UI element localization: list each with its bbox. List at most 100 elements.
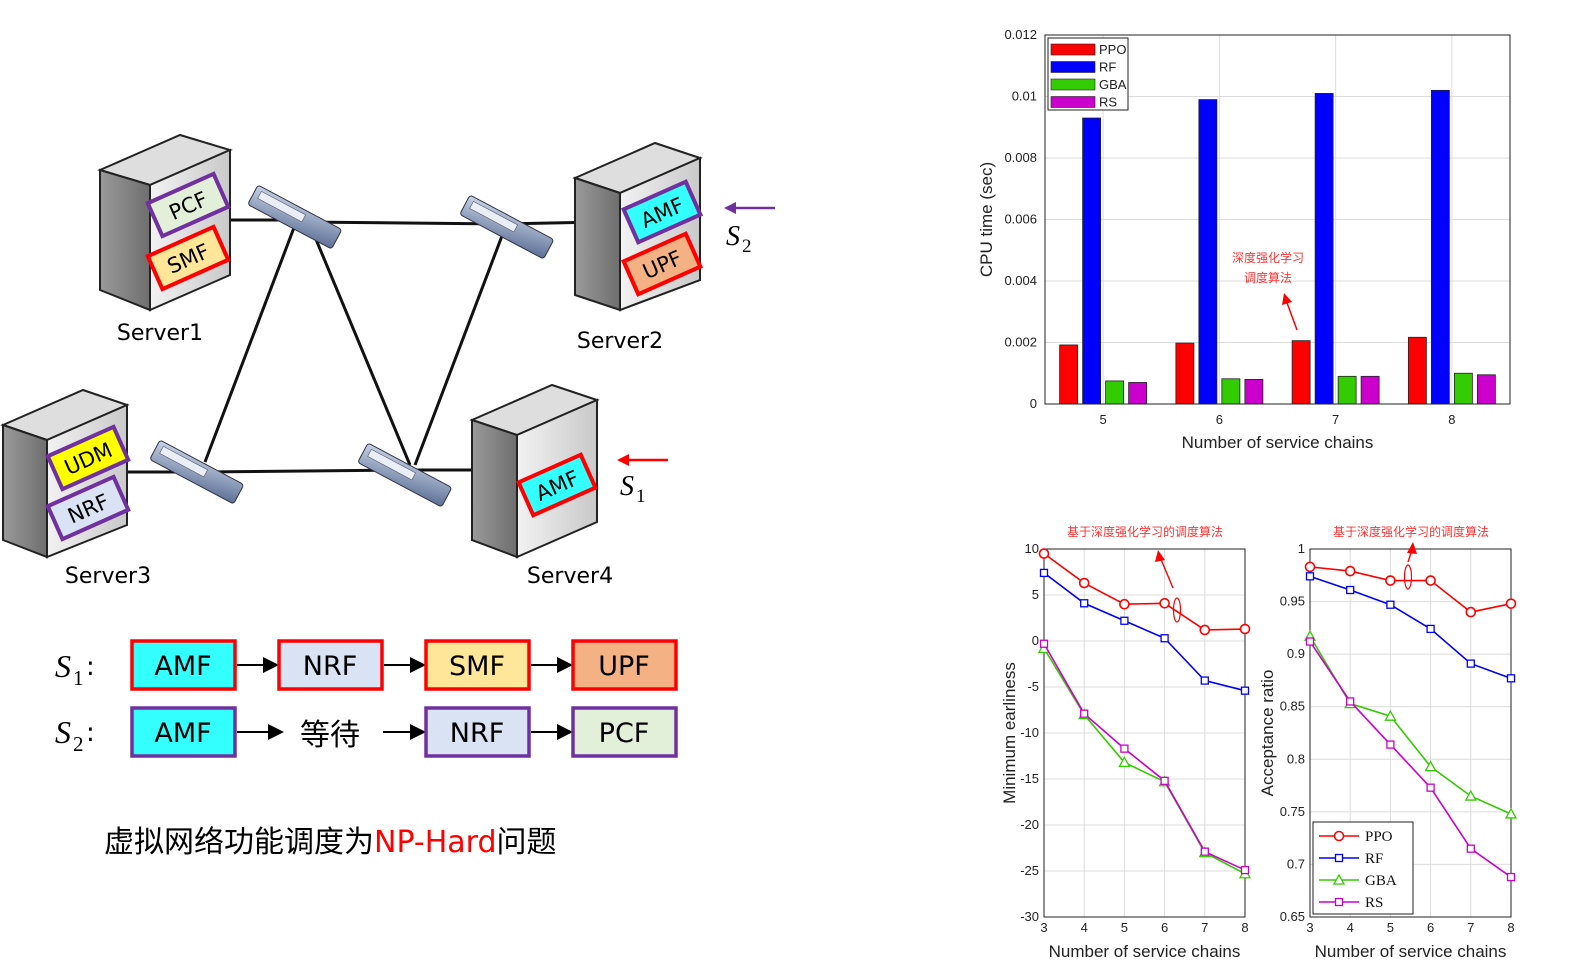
legend: PPO RF GBA RS bbox=[1047, 37, 1129, 111]
marker-rs bbox=[1506, 872, 1516, 882]
y-tick-label: 0.004 bbox=[1004, 273, 1037, 288]
marker-rs bbox=[1039, 639, 1049, 648]
marker-rs bbox=[1466, 844, 1475, 853]
bar-rs bbox=[1360, 375, 1380, 405]
bar-rs bbox=[1128, 382, 1148, 405]
y-tick-label: -5 bbox=[1027, 679, 1039, 694]
s2-label: S bbox=[726, 221, 740, 252]
marker-gba bbox=[1424, 760, 1437, 772]
bar-rf bbox=[1082, 117, 1102, 405]
legend-marker bbox=[1334, 853, 1344, 863]
y-tick-label: 1 bbox=[1298, 541, 1305, 556]
chain-s1-colon: : bbox=[86, 652, 95, 682]
server-4-label: Server4 bbox=[527, 564, 613, 589]
bar-gba bbox=[1221, 378, 1241, 405]
x-tick-label: 3 bbox=[1040, 920, 1047, 935]
y-tick-label: -10 bbox=[1020, 725, 1039, 740]
marker-rf bbox=[1506, 674, 1516, 683]
y-tick-label: 0.95 bbox=[1280, 594, 1305, 609]
switch-2 bbox=[460, 195, 554, 259]
server-1-label: Server1 bbox=[117, 321, 203, 346]
bar-ppo bbox=[1175, 342, 1195, 405]
bar-rf bbox=[1198, 99, 1218, 405]
chain-s2-step: NRF bbox=[450, 718, 505, 749]
y-tick-label: 0.012 bbox=[1004, 27, 1037, 42]
y-tick-label: 5 bbox=[1032, 587, 1039, 602]
y-tick-label: 0 bbox=[1030, 396, 1037, 411]
marker-rs bbox=[1120, 744, 1129, 753]
chain-s2-colon: : bbox=[86, 718, 95, 748]
annotation-line: 调度算法 bbox=[1244, 270, 1292, 285]
bar-rf bbox=[1430, 89, 1450, 405]
y-tick-label: -20 bbox=[1020, 817, 1039, 832]
y-tick-label: 0.75 bbox=[1280, 804, 1305, 819]
y-axis-label: Minimum earliness bbox=[1000, 662, 1019, 804]
series-line-rs bbox=[1043, 643, 1246, 871]
legend-label: GBA bbox=[1365, 873, 1397, 889]
y-tick-label: 0.002 bbox=[1004, 335, 1037, 350]
caption-suffix: 问题 bbox=[497, 825, 557, 860]
marker-rs bbox=[1200, 847, 1209, 856]
y-tick-label: 0.9 bbox=[1287, 646, 1305, 661]
marker-rf bbox=[1160, 634, 1169, 643]
marker-rf bbox=[1200, 676, 1209, 685]
marker-rf bbox=[1426, 624, 1435, 634]
s1-label: S bbox=[620, 471, 634, 502]
legend-label: RS bbox=[1365, 895, 1383, 911]
bar-gba bbox=[1453, 372, 1473, 405]
bar-rs bbox=[1244, 378, 1264, 405]
s2-subscript: 2 bbox=[742, 236, 752, 257]
bar-ppo bbox=[1059, 344, 1079, 405]
bar-gba bbox=[1105, 380, 1125, 405]
chain-s1-step: SMF bbox=[449, 651, 505, 682]
marker-rf bbox=[1039, 568, 1049, 578]
server-1-vnf-smf: SMF bbox=[145, 224, 231, 292]
y-tick-label: 0.85 bbox=[1280, 699, 1305, 714]
x-tick-label: 7 bbox=[1467, 920, 1474, 935]
server-2-vnf-amf: AMF bbox=[620, 179, 704, 245]
marker-rf bbox=[1466, 659, 1475, 668]
y-tick-label: -15 bbox=[1020, 771, 1039, 786]
switch-3 bbox=[150, 440, 244, 504]
legend-label: PPO bbox=[1365, 829, 1393, 845]
server-3: UDM NRF Server3 bbox=[0, 388, 151, 589]
x-tick-label: 7 bbox=[1201, 920, 1208, 935]
annotation-ellipse bbox=[1403, 564, 1413, 590]
service-chain-s2: S 2 : AMF 等待 NRF PCF bbox=[55, 706, 678, 758]
annotation-arrowhead bbox=[1407, 542, 1417, 554]
marker-rs bbox=[1346, 697, 1355, 706]
x-tick-label: 5 bbox=[1100, 412, 1107, 427]
x-tick-label: 8 bbox=[1448, 412, 1455, 427]
marker-rf bbox=[1120, 616, 1129, 625]
marker-rs bbox=[1080, 709, 1089, 718]
marker-ppo bbox=[1239, 623, 1251, 635]
legend-swatch bbox=[1050, 78, 1096, 91]
annotation-text: 基于深度强化学习的调度算法 bbox=[1067, 524, 1223, 539]
legend-marker bbox=[1332, 873, 1346, 885]
chain-s2-wait: 等待 bbox=[300, 718, 360, 753]
marker-rf bbox=[1386, 600, 1395, 609]
marker-rs bbox=[1426, 783, 1435, 792]
marker-rs bbox=[1386, 740, 1395, 749]
chain-s1-step: UPF bbox=[598, 651, 650, 682]
chain-s1-step: AMF bbox=[154, 651, 211, 682]
y-tick-label: -25 bbox=[1020, 863, 1039, 878]
marker-ppo bbox=[1304, 561, 1316, 573]
chain-s1-step: NRF bbox=[303, 651, 358, 682]
x-axis-label: Number of service chains bbox=[1182, 433, 1374, 452]
annotation-arrow bbox=[1285, 299, 1298, 331]
x-tick-label: 6 bbox=[1161, 920, 1168, 935]
marker-ppo bbox=[1425, 575, 1436, 586]
server-1-vnf-pcf: PCF bbox=[145, 171, 231, 239]
plot-frame bbox=[1043, 548, 1246, 918]
legend-swatch bbox=[1050, 43, 1096, 56]
x-tick-label: 7 bbox=[1332, 412, 1339, 427]
x-tick-label: 6 bbox=[1216, 412, 1223, 427]
marker-ppo bbox=[1038, 548, 1050, 559]
y-tick-label: -30 bbox=[1020, 909, 1039, 924]
y-tick-label: 0.8 bbox=[1287, 751, 1305, 766]
x-tick-label: 4 bbox=[1347, 920, 1354, 935]
series-line-rf bbox=[1309, 575, 1512, 680]
